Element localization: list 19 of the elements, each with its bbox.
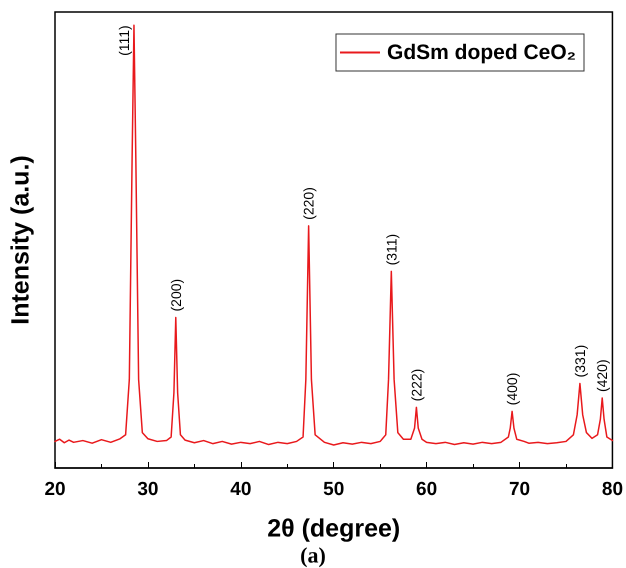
x-tick-label: 70 [508,479,530,500]
x-tick-label: 30 [137,479,158,500]
x-tick-label: 20 [44,479,66,500]
y-axis-title: Intensity (a.u.) [6,155,34,325]
annotation: (331) [572,344,588,378]
annotation: (222) [408,368,424,402]
annotation: (311) [383,234,400,266]
annotation: (400) [504,372,520,406]
x-tick-label: 50 [323,479,344,500]
annotation: (420) [594,359,610,392]
annotation: (220) [300,187,317,220]
x-tick-label: 80 [602,479,624,500]
x-tick-label: 40 [230,479,252,500]
annotation: (111) [116,25,132,56]
text: (a) [300,542,326,568]
legend-label: GdSm doped CeO₂ [386,41,576,64]
x-tick-label: 60 [416,479,438,500]
annotation: (200) [168,278,184,312]
x-axis-title: 2θ (degree) [267,514,400,542]
